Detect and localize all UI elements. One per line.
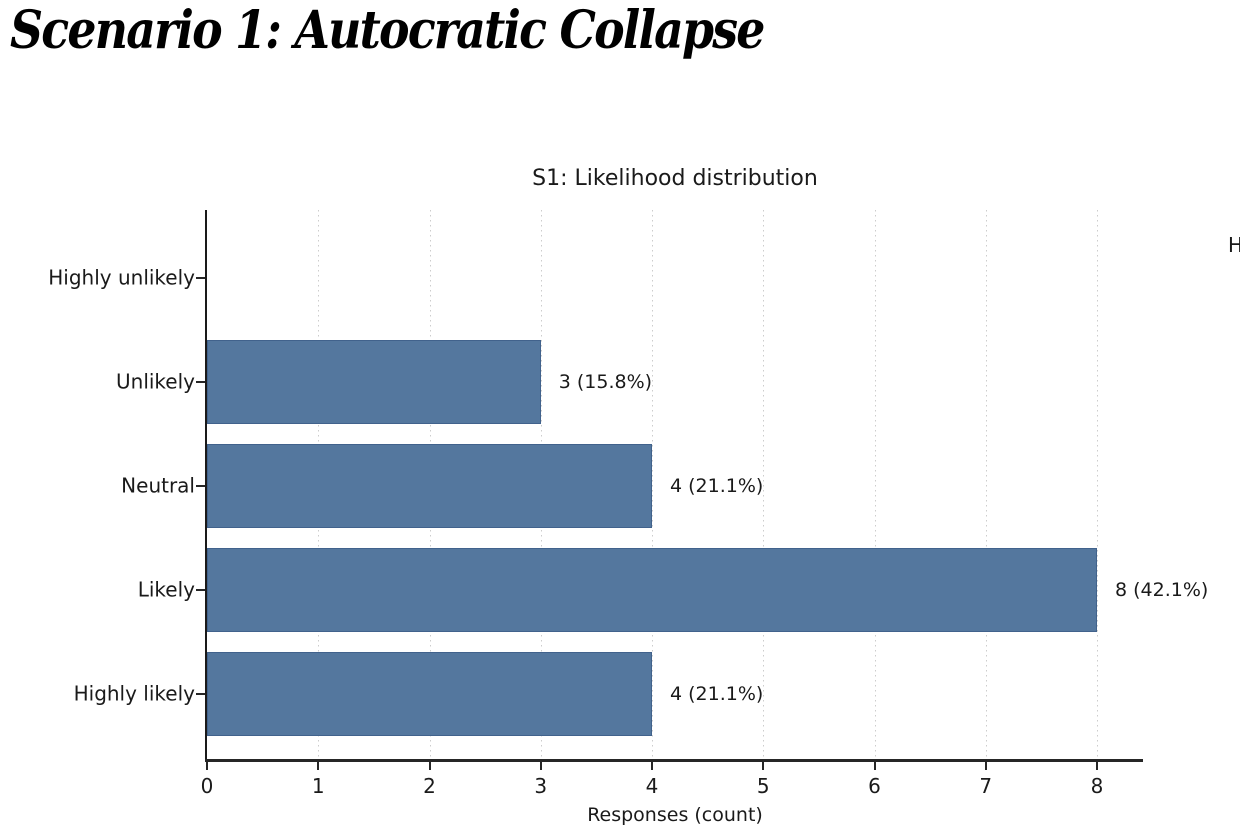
bar-value-label-likely: 8 (42.1%): [1115, 579, 1209, 601]
x-tick-label-2: 2: [423, 774, 436, 798]
y-tick-label-highly-unlikely: Highly unlikely: [48, 265, 195, 290]
y-tick-mark-highly-likely: [196, 693, 205, 695]
bar-likely: [207, 548, 1097, 632]
x-tick-mark-2: [428, 762, 431, 770]
y-axis-spine: [205, 210, 207, 762]
x-tick-label-7: 7: [979, 774, 993, 798]
x-tick-label-6: 6: [868, 774, 881, 798]
x-tick-label-0: 0: [200, 774, 214, 798]
y-tick-label-unlikely: Unlikely: [116, 369, 195, 394]
y-tick-mark-unlikely: [196, 381, 205, 383]
x-tick-mark-4: [651, 762, 653, 770]
page-title: Scenario 1: Autocratic Collapse: [10, 0, 765, 61]
x-axis-label: Responses (count): [587, 804, 763, 826]
x-tick-label-1: 1: [311, 774, 325, 798]
clipped-next-chart-label: H: [1228, 233, 1240, 257]
gridline-x-8: [1097, 210, 1098, 760]
x-tick-mark-7: [984, 762, 987, 770]
x-tick-mark-0: [206, 762, 208, 770]
gridline-x-5: [763, 210, 765, 760]
bar-value-label-unlikely: 3 (15.8%): [558, 371, 653, 393]
bar-unlikely: [207, 340, 541, 424]
x-axis-spine: [205, 759, 1143, 762]
bar-value-label-neutral: 4 (21.1%): [670, 475, 764, 497]
bar-neutral: [207, 444, 652, 528]
gridline-x-7: [985, 210, 987, 760]
gridline-x-6: [874, 210, 876, 760]
y-tick-label-neutral: Neutral: [121, 473, 195, 498]
y-tick-label-highly-likely: Highly likely: [73, 681, 195, 706]
x-tick-mark-6: [873, 762, 876, 770]
x-tick-mark-3: [539, 762, 542, 770]
y-tick-mark-likely: [196, 589, 205, 591]
bar-highly-likely: [207, 652, 652, 736]
gridline-x-4: [652, 210, 653, 760]
y-tick-label-likely: Likely: [137, 577, 195, 602]
bar-value-label-highly-likely: 4 (21.1%): [670, 683, 764, 705]
x-tick-label-3: 3: [534, 774, 548, 798]
x-tick-mark-8: [1096, 762, 1098, 770]
x-tick-label-4: 4: [645, 774, 659, 798]
y-tick-mark-highly-unlikely: [196, 277, 205, 279]
x-tick-mark-5: [762, 762, 765, 770]
y-tick-mark-neutral: [196, 485, 205, 487]
x-tick-mark-1: [317, 762, 320, 770]
x-tick-label-5: 5: [756, 774, 770, 798]
chart-title: S1: Likelihood distribution: [532, 166, 818, 191]
x-tick-label-8: 8: [1090, 774, 1104, 798]
